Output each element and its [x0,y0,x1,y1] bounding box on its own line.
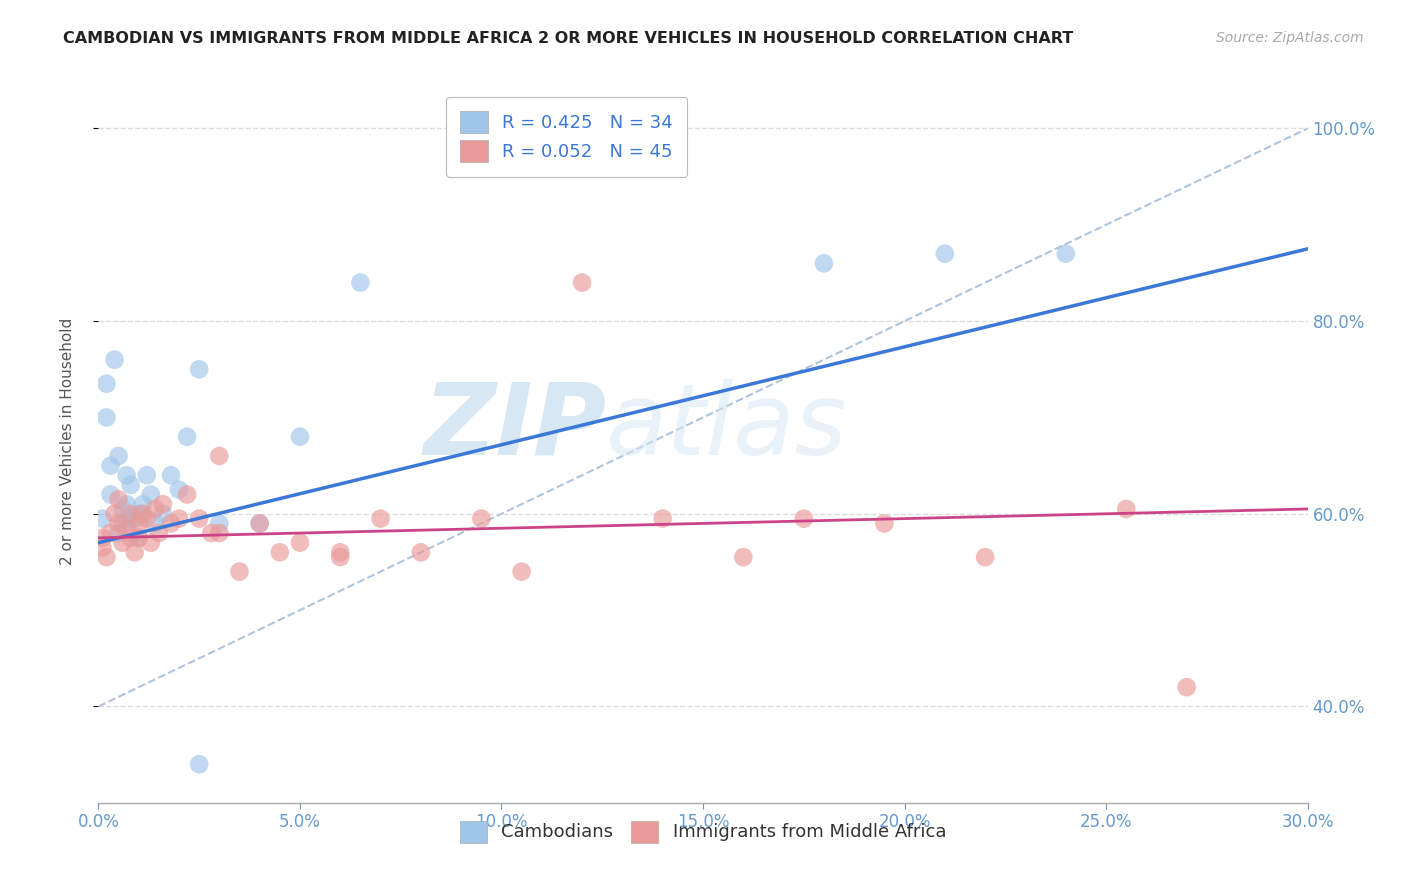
Point [128,531,150,545]
Point [370,511,392,525]
Point [160,516,183,531]
Point [208,516,231,531]
Point [111,516,134,531]
Text: atlas: atlas [606,378,848,475]
Legend: Cambodians, Immigrants from Middle Africa: Cambodians, Immigrants from Middle Afric… [447,808,959,855]
Y-axis label: 2 or more Vehicles in Household: 2 or more Vehicles in Household [60,318,75,566]
Point [167,483,190,497]
Point [733,550,755,565]
Point [100,526,122,541]
Point [132,507,155,521]
Point [873,516,896,531]
Point [124,545,146,559]
Point [329,550,352,565]
Point [152,507,174,521]
Point [128,507,150,521]
Point [107,449,129,463]
Point [139,535,162,549]
Point [1175,680,1198,694]
Point [1115,502,1137,516]
Point [974,550,997,565]
Point [148,526,170,541]
Point [143,502,166,516]
Point [188,362,211,376]
Point [91,531,114,545]
Point [111,502,134,516]
Point [176,487,198,501]
Point [1054,246,1077,260]
Point [288,430,311,444]
Point [470,511,492,525]
Point [96,376,118,391]
Point [813,256,835,270]
Point [115,468,138,483]
Text: ZIP: ZIP [423,378,606,475]
Point [288,535,311,549]
Point [167,511,190,525]
Text: CAMBODIAN VS IMMIGRANTS FROM MIDDLE AFRICA 2 OR MORE VEHICLES IN HOUSEHOLD CORRE: CAMBODIAN VS IMMIGRANTS FROM MIDDLE AFRI… [63,31,1074,46]
Point [96,410,118,425]
Point [651,511,673,525]
Point [176,430,198,444]
Point [793,511,815,525]
Point [100,487,122,501]
Point [120,511,142,525]
Point [115,521,138,535]
Point [208,449,231,463]
Point [120,531,142,545]
Point [107,526,129,541]
Point [160,468,183,483]
Point [409,545,432,559]
Point [115,497,138,511]
Point [103,507,125,521]
Point [329,545,352,559]
Point [349,276,371,290]
Point [100,458,122,473]
Point [132,497,155,511]
Point [208,526,231,541]
Point [269,545,291,559]
Point [152,497,174,511]
Point [91,541,114,555]
Point [571,276,593,290]
Point [124,511,146,525]
Point [200,526,222,541]
Point [188,757,211,772]
Point [249,516,271,531]
Point [188,511,211,525]
Point [135,511,157,525]
Point [128,516,150,531]
Point [96,550,118,565]
Point [228,565,250,579]
Point [128,531,150,545]
Point [111,535,134,549]
Point [135,468,157,483]
Point [103,352,125,367]
Point [143,516,166,531]
Point [249,516,271,531]
Point [107,516,129,531]
Point [91,511,114,525]
Point [510,565,533,579]
Point [120,507,142,521]
Point [107,492,129,507]
Text: Source: ZipAtlas.com: Source: ZipAtlas.com [1216,31,1364,45]
Point [120,478,142,492]
Point [139,487,162,501]
Point [934,246,956,260]
